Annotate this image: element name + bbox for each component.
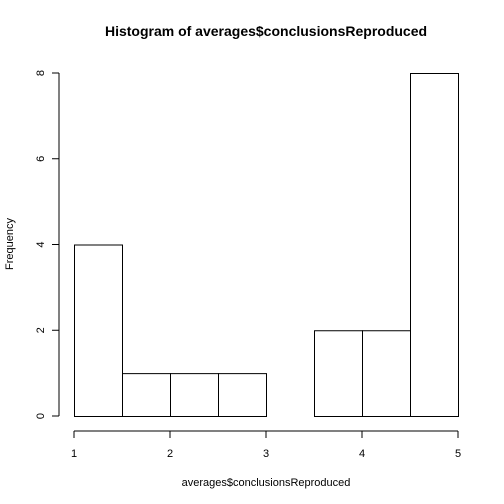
histogram-bar-1 [122,373,171,417]
histogram-bar-3 [218,373,267,417]
x-axis: 1 2 3 4 5 [71,430,461,460]
x-tick-label-2: 3 [263,448,269,460]
chart-title: Histogram of averages$conclusionsReprodu… [105,23,427,39]
y-tick-label-4: 8 [35,70,47,76]
histogram-bar-7 [410,73,459,417]
x-tick-label-0: 1 [71,448,77,460]
y-tick-label-0: 0 [35,413,47,419]
x-axis-label: averages$conclusionsReproduced [182,477,351,489]
y-tick-label-3: 6 [35,156,47,162]
histogram-bar-2 [170,373,219,417]
histogram-bar-5 [314,330,363,417]
y-axis-label: Frequency [4,218,16,270]
bars-group [74,73,459,417]
y-axis: 0 2 4 6 8 [35,70,60,419]
y-tick-label-1: 2 [35,327,47,333]
x-tick-label-3: 4 [359,448,365,460]
histogram-bar-6 [362,330,411,417]
y-tick-label-2: 4 [35,241,47,247]
histogram-bar-0 [74,244,123,417]
x-tick-label-4: 5 [455,448,461,460]
x-tick-label-1: 2 [167,448,173,460]
